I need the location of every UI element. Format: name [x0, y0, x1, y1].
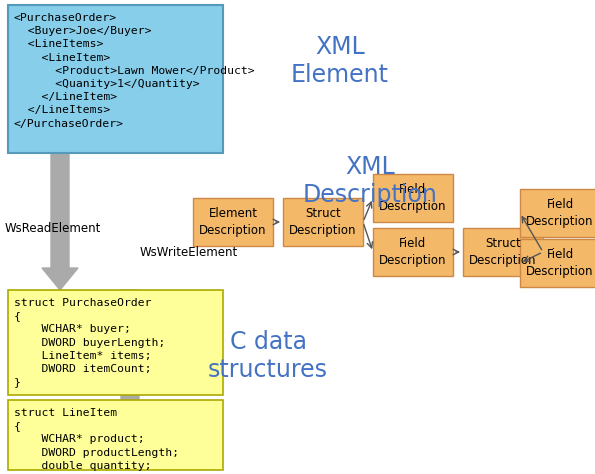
Bar	[520, 239, 595, 287]
Bar	[8, 5, 223, 153]
Text: Field
Description: Field Description	[379, 237, 447, 267]
Bar	[193, 198, 273, 246]
Text: Element
Description: Element Description	[199, 207, 267, 237]
Bar	[463, 228, 543, 276]
Bar	[373, 174, 453, 222]
Text: struct LineItem
{
    WCHAR* product;
    DWORD productLength;
    double quanti: struct LineItem { WCHAR* product; DWORD …	[14, 408, 179, 474]
Bar	[8, 400, 223, 470]
Text: XML
Description: XML Description	[303, 155, 437, 207]
Bar	[373, 228, 453, 276]
Text: WsWriteElement: WsWriteElement	[140, 246, 238, 258]
FancyArrow shape	[42, 153, 78, 290]
Text: WsReadElement: WsReadElement	[5, 221, 101, 235]
Text: Struct
Description: Struct Description	[469, 237, 537, 267]
Text: XML
Element: XML Element	[291, 35, 389, 87]
Text: <PurchaseOrder>
  <Buyer>Joe</Buyer>
  <LineItems>
    <LineItem>
      <Product: <PurchaseOrder> <Buyer>Joe</Buyer> <Line…	[14, 13, 255, 128]
Text: C data
structures: C data structures	[208, 330, 328, 382]
Text: struct PurchaseOrder
{
    WCHAR* buyer;
    DWORD buyerLength;
    LineItem* it: struct PurchaseOrder { WCHAR* buyer; DWO…	[14, 298, 165, 387]
Text: Field
Description: Field Description	[526, 248, 594, 278]
Bar	[8, 290, 223, 395]
Text: Struct
Description: Struct Description	[289, 207, 357, 237]
FancyArrow shape	[112, 290, 148, 427]
Text: Field
Description: Field Description	[526, 198, 594, 228]
Text: Field
Description: Field Description	[379, 183, 447, 213]
Bar	[283, 198, 363, 246]
Bar	[520, 189, 595, 237]
